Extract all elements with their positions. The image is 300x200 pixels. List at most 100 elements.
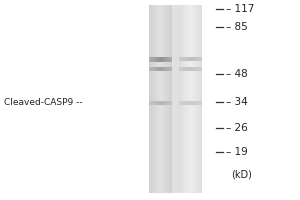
Bar: [149, 101, 150, 105]
Bar: [184, 101, 185, 105]
Bar: [160, 57, 161, 62]
Bar: [167, 101, 168, 105]
Bar: [156, 57, 157, 62]
Bar: [158, 101, 159, 105]
Bar: [170, 57, 171, 62]
Bar: [183, 57, 184, 61]
Bar: [198, 67, 199, 71]
Bar: [198, 101, 199, 105]
Bar: [170, 101, 171, 105]
Bar: [192, 67, 193, 71]
Bar: [160, 67, 161, 71]
Bar: [189, 67, 190, 71]
Bar: [183, 101, 184, 105]
Bar: [154, 57, 155, 62]
Text: (kD): (kD): [231, 169, 251, 179]
Bar: [171, 101, 172, 105]
Bar: [179, 101, 180, 105]
Text: Cleaved-CASP9 --: Cleaved-CASP9 --: [4, 98, 82, 107]
Bar: [152, 67, 153, 71]
Bar: [200, 57, 201, 61]
Bar: [182, 101, 183, 105]
Bar: [165, 67, 166, 71]
Bar: [184, 57, 185, 61]
Bar: [186, 67, 187, 71]
Bar: [168, 101, 169, 105]
Bar: [201, 101, 202, 105]
Bar: [154, 57, 155, 62]
Bar: [152, 57, 153, 62]
Bar: [150, 67, 151, 71]
Bar: [166, 101, 167, 105]
Bar: [181, 101, 182, 105]
Bar: [193, 57, 194, 61]
Bar: [186, 57, 187, 61]
Bar: [189, 57, 190, 61]
Bar: [153, 67, 154, 71]
Text: – 85: – 85: [226, 22, 248, 32]
Bar: [169, 101, 170, 105]
Bar: [159, 57, 160, 62]
Bar: [194, 67, 195, 71]
Bar: [185, 57, 186, 61]
Bar: [180, 57, 181, 61]
Bar: [166, 67, 167, 71]
Bar: [185, 101, 186, 105]
Bar: [191, 67, 192, 71]
Bar: [199, 67, 200, 71]
Bar: [187, 101, 188, 105]
Bar: [150, 101, 151, 105]
Bar: [200, 67, 201, 71]
Text: – 26: – 26: [226, 123, 248, 133]
Bar: [184, 67, 185, 71]
Bar: [197, 101, 198, 105]
Bar: [155, 67, 156, 71]
Bar: [154, 101, 155, 105]
Bar: [154, 101, 155, 105]
Bar: [189, 101, 190, 105]
Bar: [166, 57, 167, 62]
Bar: [197, 57, 198, 61]
Bar: [195, 57, 196, 61]
Bar: [156, 101, 157, 105]
Bar: [194, 57, 195, 61]
Bar: [161, 57, 162, 62]
Bar: [190, 67, 191, 71]
Bar: [167, 67, 168, 71]
Bar: [163, 101, 164, 105]
Bar: [149, 67, 150, 71]
Bar: [172, 5, 179, 193]
Bar: [156, 67, 157, 71]
Bar: [179, 67, 180, 71]
Bar: [162, 57, 163, 62]
Bar: [163, 67, 164, 71]
Bar: [160, 101, 161, 105]
Bar: [165, 101, 166, 105]
Bar: [182, 67, 183, 71]
Bar: [192, 57, 193, 61]
Bar: [149, 57, 150, 62]
Bar: [165, 57, 166, 62]
Bar: [151, 101, 152, 105]
Bar: [181, 57, 182, 61]
Bar: [190, 57, 191, 61]
Bar: [190, 101, 191, 105]
Text: – 19: – 19: [226, 147, 248, 157]
Bar: [164, 101, 165, 105]
Bar: [183, 67, 184, 71]
Bar: [195, 101, 196, 105]
Bar: [153, 101, 154, 105]
Bar: [162, 101, 163, 105]
Bar: [191, 57, 192, 61]
Bar: [163, 57, 164, 62]
Bar: [187, 57, 188, 61]
Bar: [159, 101, 160, 105]
Bar: [150, 57, 151, 62]
Bar: [188, 57, 189, 61]
Bar: [153, 57, 154, 62]
Bar: [170, 67, 171, 71]
Bar: [157, 101, 158, 105]
Bar: [185, 67, 186, 71]
Bar: [187, 67, 188, 71]
Bar: [171, 57, 172, 62]
